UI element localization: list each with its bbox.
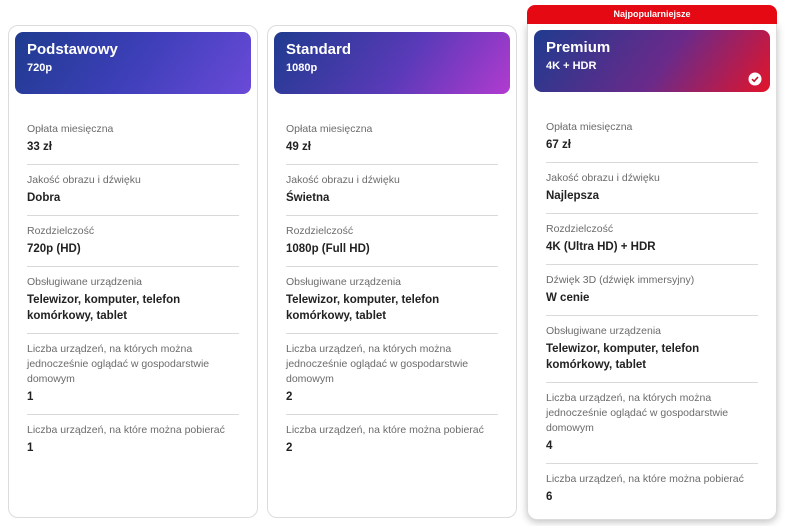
- feature-row: Obsługiwane urządzenia Telewizor, kompute…: [546, 316, 758, 383]
- selected-icon: [748, 72, 762, 86]
- feature-label: Rozdzielczość: [27, 225, 95, 237]
- feature-value: 720p (HD): [27, 243, 81, 255]
- feature-value: Telewizor, komputer, telefon komórkowy, …: [286, 294, 440, 322]
- feature-row: Dźwięk 3D (dźwięk immersyjny) W cenie: [546, 265, 758, 316]
- plan-card[interactable]: Standard 1080p Opłata miesięczna 49 zł Jakoś…: [267, 25, 517, 518]
- plan-header: Podstawowy 720p: [15, 32, 251, 94]
- feature-label: Jakość obrazu i dźwięku: [546, 172, 660, 184]
- plan-resolution: 1080p: [286, 62, 318, 74]
- feature-row: Liczba urządzeń, na których można jednoc…: [546, 383, 758, 464]
- feature-label: Dźwięk 3D (dźwięk immersyjny): [546, 274, 695, 286]
- feature-value: Świetna: [286, 192, 330, 204]
- plan-name: Podstawowy: [27, 41, 118, 58]
- feature-label: Rozdzielczość: [286, 225, 354, 237]
- feature-row: Opłata miesięczna 67 zł: [546, 112, 758, 163]
- plan-name: Premium: [546, 39, 611, 56]
- feature-row: Liczba urządzeń, na których można jednoc…: [286, 334, 498, 415]
- plan-resolution: 720p: [27, 62, 53, 74]
- plan-resolution: 4K + HDR: [546, 60, 597, 72]
- feature-list: Opłata miesięczna 67 zł Jakość obrazu i dź…: [528, 98, 776, 520]
- feature-label: Obsługiwane urządzenia: [27, 276, 142, 288]
- feature-value: 2: [286, 391, 293, 403]
- feature-row: Rozdzielczość 720p (HD): [27, 216, 239, 267]
- feature-row: Liczba urządzeń, na które można pobierać…: [286, 415, 498, 465]
- feature-value: 33 zł: [27, 141, 52, 153]
- feature-value: Telewizor, komputer, telefon komórkowy, …: [546, 343, 700, 371]
- feature-value: Najlepsza: [546, 190, 600, 202]
- feature-value: 67 zł: [546, 139, 571, 151]
- feature-row: Jakość obrazu i dźwięku Najlepsza: [546, 163, 758, 214]
- plan-badge: Najpopularniejsze: [527, 5, 777, 24]
- feature-label: Liczba urządzeń, na których można jednoc…: [27, 343, 210, 385]
- feature-label: Liczba urządzeń, na których można jednoc…: [546, 392, 729, 434]
- plan-card[interactable]: Premium 4K + HDR Opłata miesięczna 67 zł Jak…: [527, 24, 777, 520]
- feature-value: W cenie: [546, 292, 590, 304]
- feature-row: Rozdzielczość 1080p (Full HD): [286, 216, 498, 267]
- feature-label: Opłata miesięczna: [286, 123, 373, 135]
- feature-row: Obsługiwane urządzenia Telewizor, kompute…: [27, 267, 239, 334]
- feature-row: Liczba urządzeń, na które można pobierać…: [27, 415, 239, 465]
- feature-row: Liczba urządzeń, na które można pobierać…: [546, 464, 758, 514]
- feature-label: Opłata miesięczna: [546, 121, 633, 133]
- feature-value: 1: [27, 391, 34, 403]
- feature-value: 6: [546, 491, 553, 503]
- feature-label: Jakość obrazu i dźwięku: [27, 174, 141, 186]
- feature-value: 1080p (Full HD): [286, 243, 370, 255]
- feature-label: Jakość obrazu i dźwięku: [286, 174, 400, 186]
- feature-value: 4K (Ultra HD) + HDR: [546, 241, 656, 253]
- feature-row: Obsługiwane urządzenia Telewizor, kompute…: [286, 267, 498, 334]
- feature-row: Jakość obrazu i dźwięku Dobra: [27, 165, 239, 216]
- feature-value: 2: [286, 442, 293, 454]
- plan-header: Premium 4K + HDR: [534, 30, 770, 92]
- feature-list: Opłata miesięczna 33 zł Jakość obrazu i dź…: [9, 100, 257, 471]
- feature-label: Obsługiwane urządzenia: [546, 325, 661, 337]
- feature-label: Liczba urządzeń, na które można pobierać: [27, 424, 225, 436]
- feature-label: Opłata miesięczna: [27, 123, 114, 135]
- feature-label: Liczba urządzeń, na które można pobierać: [286, 424, 484, 436]
- feature-row: Opłata miesięczna 33 zł: [27, 114, 239, 165]
- feature-value: 1: [27, 442, 34, 454]
- feature-value: 49 zł: [286, 141, 311, 153]
- feature-value: Telewizor, komputer, telefon komórkowy, …: [27, 294, 181, 322]
- feature-value: 4: [546, 440, 553, 452]
- feature-row: Liczba urządzeń, na których można jednoc…: [27, 334, 239, 415]
- feature-label: Obsługiwane urządzenia: [286, 276, 401, 288]
- feature-row: Jakość obrazu i dźwięku Świetna: [286, 165, 498, 216]
- plan-name: Standard: [286, 41, 352, 58]
- feature-label: Liczba urządzeń, na które można pobierać: [546, 473, 744, 485]
- feature-label: Rozdzielczość: [546, 223, 614, 235]
- feature-label: Liczba urządzeń, na których można jednoc…: [286, 343, 469, 385]
- feature-row: Rozdzielczość 4K (Ultra HD) + HDR: [546, 214, 758, 265]
- plan-header: Standard 1080p: [274, 32, 510, 94]
- plan-card[interactable]: Podstawowy 720p Opłata miesięczna 33 zł Jako…: [8, 25, 258, 518]
- feature-value: Dobra: [27, 192, 61, 204]
- feature-row: Opłata miesięczna 49 zł: [286, 114, 498, 165]
- feature-list: Opłata miesięczna 49 zł Jakość obrazu i dź…: [268, 100, 516, 471]
